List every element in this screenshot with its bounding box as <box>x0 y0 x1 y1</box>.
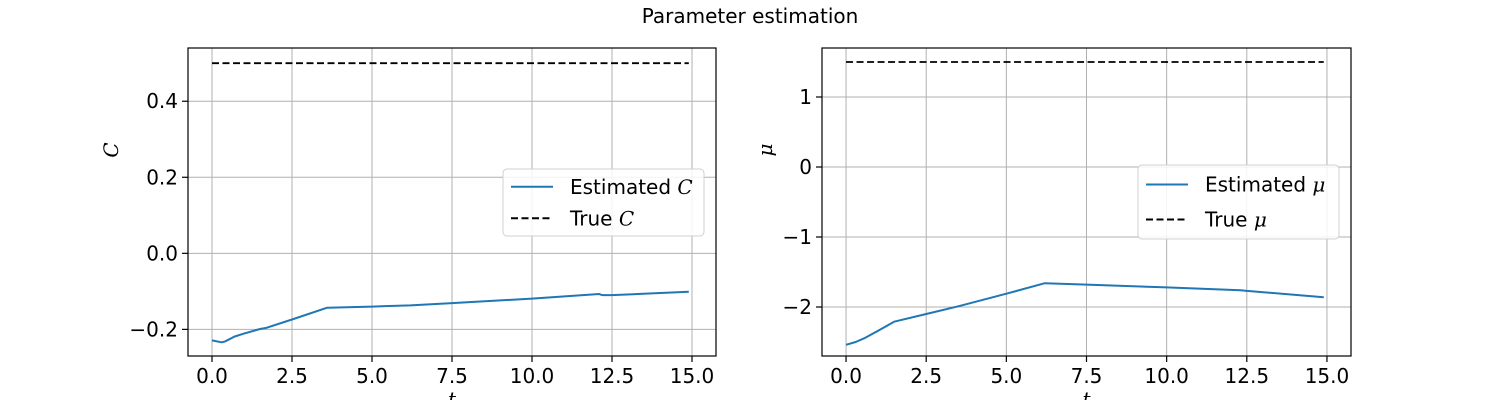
y-axis-label: μ <box>753 144 777 157</box>
x-tick-label: 7.5 <box>1071 364 1103 388</box>
legend-label: True C <box>569 206 634 230</box>
legend-label: True μ <box>1204 208 1267 232</box>
series-line-estimated <box>845 282 1324 346</box>
y-tick-label: −1 <box>783 225 812 249</box>
plot-panel-c: 0.0 2.5 5.0 7.5 10.0 12.5 15.0 −0.2 0.0 0.2 0.4 t C E… <box>99 47 717 400</box>
x-tick-label: 15.0 <box>1305 364 1350 388</box>
y-tick-label: 1 <box>799 85 812 109</box>
legend: Estimated C True C <box>502 168 705 237</box>
x-tick-label: 0.0 <box>830 364 862 388</box>
y-axis-label: C <box>99 142 123 157</box>
y-tick-label: 0.2 <box>146 165 178 189</box>
legend-box <box>502 168 705 237</box>
y-tick-label: 0.0 <box>146 241 178 265</box>
x-tick-label: 2.5 <box>910 364 942 388</box>
x-tick-label: 2.5 <box>276 364 308 388</box>
y-tick-label: 0.4 <box>146 89 178 113</box>
x-tick-label: 15.0 <box>670 364 715 388</box>
legend-label: Estimated C <box>570 175 693 199</box>
x-tick-label: 5.0 <box>356 364 388 388</box>
x-tick-label: 10.0 <box>1144 364 1189 388</box>
x-tick-label: 12.5 <box>590 364 635 388</box>
x-tick-label: 12.5 <box>1225 364 1270 388</box>
legend: Estimated μ True μ <box>1137 164 1340 240</box>
y-tick-label: −2 <box>783 295 812 319</box>
x-tick-label: 10.0 <box>510 364 555 388</box>
plot-panel-mu: 0.0 2.5 5.0 7.5 10.0 12.5 15.0 −2 −1 0 1 t μ Estimate… <box>753 47 1352 400</box>
x-axis-label: t <box>448 387 457 400</box>
y-tick-label: 0 <box>799 155 812 179</box>
y-tick-label: −0.2 <box>129 317 178 341</box>
x-tick-label: 0.0 <box>196 364 228 388</box>
x-tick-label: 7.5 <box>436 364 468 388</box>
figure-title: Parameter estimation <box>642 4 859 28</box>
x-axis-label: t <box>1082 387 1091 400</box>
x-tick-label: 5.0 <box>990 364 1022 388</box>
series-line-estimated <box>211 290 689 344</box>
legend-label: Estimated μ <box>1205 173 1325 197</box>
legend-box <box>1137 164 1340 240</box>
